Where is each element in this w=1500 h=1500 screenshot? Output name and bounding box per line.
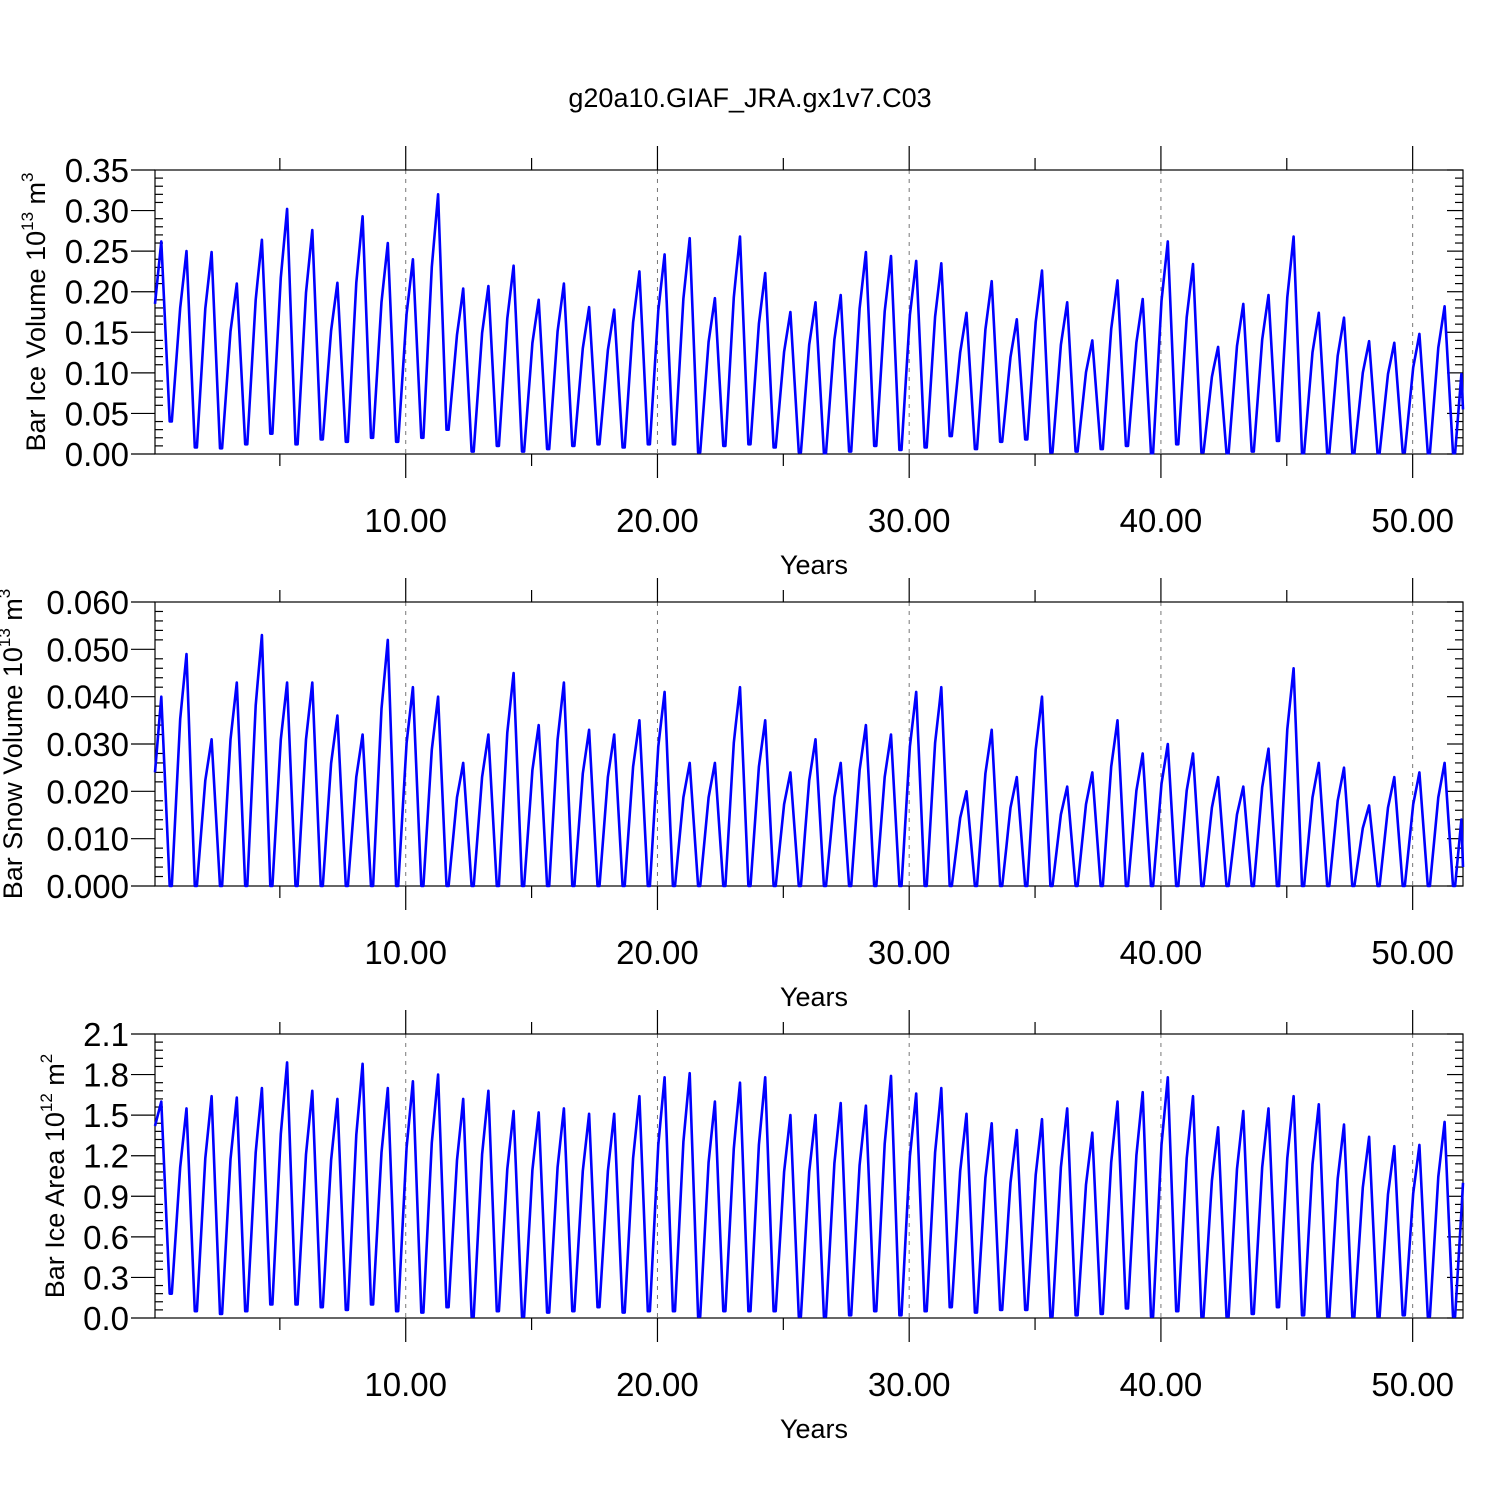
y-tick-label: 0.000 [46, 868, 129, 905]
y-tick-label: 0.050 [46, 631, 129, 668]
y-axis-label: Bar Ice Area 1012 m2 [37, 1054, 70, 1299]
x-tick-label: 20.00 [616, 1366, 699, 1403]
y-tick-label: 0.020 [46, 773, 129, 810]
y-axis-label: Bar Ice Volume 1013 m3 [18, 172, 51, 451]
chart-panel-1: 0.00 0.050.10 0.150.20 0.250.30 0.35 10.00 20.… [18, 146, 1465, 580]
chart-title: g20a10.GIAF_JRA.gx1v7.C03 [568, 83, 931, 113]
y-tick-label: 0.0 [83, 1300, 129, 1337]
x-tick-label: 10.00 [364, 934, 447, 971]
y-tick-label: 0.060 [46, 584, 129, 621]
y-tick-label: 0.35 [65, 152, 129, 189]
y-tick-label: 1.8 [83, 1057, 129, 1094]
y-tick-label: 0.25 [65, 233, 129, 270]
y-tick-label: 0.010 [46, 821, 129, 858]
y-axis-label: Bar Snow Volume 1013 m3 [0, 589, 28, 900]
y-tick-label: 2.1 [83, 1016, 129, 1053]
x-tick-label: 30.00 [868, 1366, 951, 1403]
y-tick-label: 0.9 [83, 1178, 129, 1215]
x-tick-label: 30.00 [868, 502, 951, 539]
panels: 0.00 0.050.10 0.150.20 0.250.30 0.35 10.00 20.… [0, 146, 1465, 1444]
series-line-1 [153, 193, 1465, 455]
y-tick-label: 0.15 [65, 314, 129, 351]
x-tick-label: 10.00 [364, 1366, 447, 1403]
x-tick-label: 40.00 [1120, 502, 1203, 539]
chart-panel-2: 0.000 0.010 0.020 0.030 0.040 0.050 0.060 10.00… [0, 578, 1465, 1012]
plot-frame [154, 1033, 1464, 1319]
y-tick-label: 0.030 [46, 726, 129, 763]
series-line-1 [153, 633, 1465, 888]
x-tick-label: 50.00 [1371, 934, 1454, 971]
x-tick-label: 50.00 [1371, 1366, 1454, 1403]
y-tick-label: 0.10 [65, 355, 129, 392]
x-tick-label: 20.00 [616, 934, 699, 971]
x-tick-label: 10.00 [364, 502, 447, 539]
x-axis-label: Years [780, 550, 848, 580]
x-tick-label: 40.00 [1120, 1366, 1203, 1403]
x-axis-label: Years [780, 1414, 848, 1444]
x-tick-label: 30.00 [868, 934, 951, 971]
x-tick-label: 40.00 [1120, 934, 1203, 971]
series-line-1 [153, 1061, 1465, 1318]
y-tick-label: 0.30 [65, 193, 129, 230]
y-tick-label: 1.2 [83, 1138, 129, 1175]
y-tick-label: 0.00 [65, 436, 129, 473]
y-tick-label: 0.05 [65, 395, 129, 432]
plot-frame [154, 169, 1464, 455]
y-tick-label: 0.3 [83, 1259, 129, 1296]
y-tick-label: 1.5 [83, 1097, 129, 1134]
x-axis-label: Years [780, 982, 848, 1012]
y-tick-label: 0.040 [46, 679, 129, 716]
chart-panel-3: 0.0 0.30.6 0.91.2 1.51.8 2.1 10.00 20.00 30.00 4… [37, 1010, 1465, 1444]
y-tick-label: 0.20 [65, 274, 129, 311]
x-tick-label: 20.00 [616, 502, 699, 539]
x-tick-label: 50.00 [1371, 502, 1454, 539]
y-tick-label: 0.6 [83, 1219, 129, 1256]
